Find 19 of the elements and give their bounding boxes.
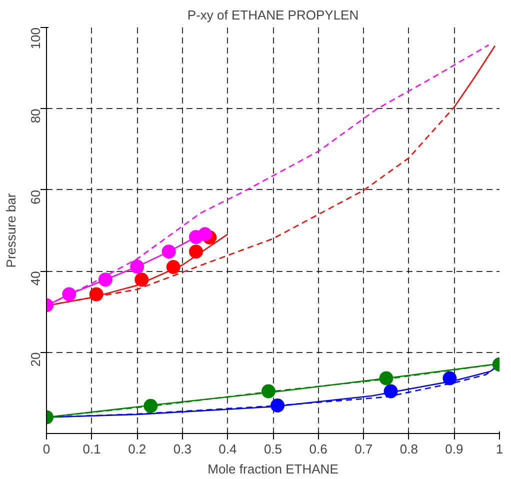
x-tick-label: 0.1 — [82, 442, 101, 456]
y-tick-label: 20 — [28, 352, 43, 367]
x-tick-label: 0.8 — [400, 442, 418, 456]
x-tick-label: 0.9 — [445, 442, 464, 456]
x-tick-label: 0.7 — [354, 442, 373, 456]
x-tick-label: 0 — [42, 442, 50, 456]
y-axis-title: Pressure bar — [4, 192, 18, 268]
y-tick-label: 60 — [28, 190, 43, 204]
x-tick-label: 1 — [496, 442, 504, 456]
y-tick-label: 80 — [28, 108, 43, 124]
x-tick-label: 0.4 — [218, 442, 237, 456]
chart-title: P-xy of ETHANE PROPYLEN — [187, 8, 359, 22]
x-axis-title: Mole fraction ETHANE — [208, 462, 339, 476]
x-tick-label: 0.5 — [264, 442, 282, 456]
x-tick-label: 0.6 — [309, 442, 328, 456]
y-tick-label: 40 — [28, 271, 43, 286]
x-tick-label: 0.2 — [128, 442, 146, 456]
y-tick-label: 100 — [28, 27, 43, 50]
x-tick-label: 0.3 — [173, 442, 192, 456]
